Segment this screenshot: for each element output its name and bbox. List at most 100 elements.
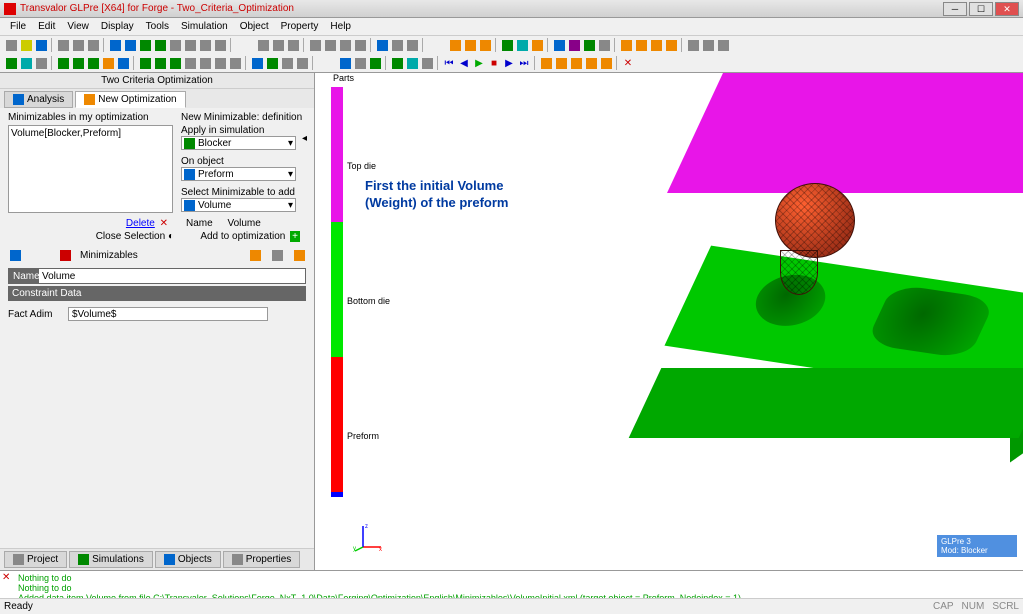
tab-objects[interactable]: Objects	[155, 551, 221, 568]
maximize-button[interactable]: ☐	[969, 2, 993, 16]
tb-pan-icon[interactable]	[405, 38, 419, 52]
tb-undo-icon[interactable]	[108, 38, 122, 52]
tb-view4-icon[interactable]	[353, 38, 367, 52]
tb-icon-r4[interactable]	[619, 38, 633, 52]
tb2-icon-1[interactable]	[4, 56, 18, 70]
list-item[interactable]: Volume[Blocker,Preform]	[11, 128, 170, 139]
name-input[interactable]	[39, 269, 305, 283]
menu-file[interactable]: File	[4, 21, 32, 32]
menu-view[interactable]: View	[61, 21, 95, 32]
tb-save-icon[interactable]	[34, 38, 48, 52]
close-selection-icon[interactable]: ◐	[168, 231, 174, 242]
tb-icon-r3[interactable]	[597, 38, 611, 52]
tb2-icon-9[interactable]	[138, 56, 152, 70]
delete-link[interactable]: Delete	[126, 218, 155, 229]
tb2-play-prev-icon[interactable]: ◀	[457, 56, 471, 70]
tb2-icon-8[interactable]	[116, 56, 130, 70]
tb2-axis-z-icon[interactable]	[569, 56, 583, 70]
panel-collapse-icon[interactable]: ◂	[302, 133, 312, 143]
strip-top-die[interactable]	[331, 87, 343, 222]
tb2-icon-20[interactable]	[338, 56, 352, 70]
tb-mesh3-icon[interactable]	[478, 38, 492, 52]
tb2-stop-icon[interactable]: ■	[487, 56, 501, 70]
tb-tool2-icon[interactable]	[515, 38, 529, 52]
tb-icon-r10[interactable]	[716, 38, 730, 52]
tb2-play-first-icon[interactable]: ⏮	[442, 56, 456, 70]
tb2-icon-2[interactable]	[19, 56, 33, 70]
tb2-icon-6[interactable]	[86, 56, 100, 70]
tb2-icon-23[interactable]	[390, 56, 404, 70]
strip-bottom-die[interactable]	[331, 222, 343, 357]
tab-simulations[interactable]: Simulations	[69, 551, 153, 568]
tb-icon-1b[interactable]	[153, 38, 167, 52]
tb-icon-r8[interactable]	[686, 38, 700, 52]
tb2-icon-24[interactable]	[405, 56, 419, 70]
tb-icon-r9[interactable]	[701, 38, 715, 52]
panel-icon-a[interactable]	[248, 248, 262, 262]
tb-view2-icon[interactable]	[323, 38, 337, 52]
tb-redo-icon[interactable]	[123, 38, 137, 52]
tb2-icon-5[interactable]	[71, 56, 85, 70]
menu-simulation[interactable]: Simulation	[175, 21, 234, 32]
tb2-icon-4[interactable]	[56, 56, 70, 70]
tab-analysis[interactable]: Analysis	[4, 91, 73, 108]
menu-edit[interactable]: Edit	[32, 21, 61, 32]
tb2-delete-icon[interactable]: ✕	[621, 56, 635, 70]
tb-view3-icon[interactable]	[338, 38, 352, 52]
tb-cut-icon[interactable]	[56, 38, 70, 52]
tb2-icon-19[interactable]	[295, 56, 309, 70]
tb-icon-r6[interactable]	[649, 38, 663, 52]
panel-icon-home[interactable]	[8, 248, 22, 262]
tb-copy-icon[interactable]	[71, 38, 85, 52]
tb-fit-icon[interactable]	[390, 38, 404, 52]
tb-icon-r1[interactable]	[567, 38, 581, 52]
menu-property[interactable]: Property	[275, 21, 325, 32]
menu-object[interactable]: Object	[234, 21, 275, 32]
on-object-combo[interactable]: Preform	[181, 167, 296, 181]
menu-tools[interactable]: Tools	[140, 21, 175, 32]
menu-help[interactable]: Help	[324, 21, 357, 32]
tb2-icon-25[interactable]	[420, 56, 434, 70]
tb-icon-r5[interactable]	[634, 38, 648, 52]
tb2-icon-13[interactable]	[198, 56, 212, 70]
tb-layout3-icon[interactable]	[286, 38, 300, 52]
tb-refresh-icon[interactable]	[552, 38, 566, 52]
tb2-icon-14[interactable]	[213, 56, 227, 70]
panel-icon-b[interactable]	[270, 248, 284, 262]
panel-minimizables-icon[interactable]	[58, 248, 72, 262]
tb2-axis-a-icon[interactable]	[584, 56, 598, 70]
tb-tool3-icon[interactable]	[530, 38, 544, 52]
minimizables-list[interactable]: Volume[Blocker,Preform]	[8, 125, 173, 213]
tb-icon-1a[interactable]	[138, 38, 152, 52]
tb2-icon-18[interactable]	[280, 56, 294, 70]
tb-icon-r2[interactable]	[582, 38, 596, 52]
tb2-icon-3[interactable]	[34, 56, 48, 70]
tb-tool1-icon[interactable]	[500, 38, 514, 52]
close-button[interactable]: ✕	[995, 2, 1019, 16]
tb-icon-1e[interactable]	[198, 38, 212, 52]
minimize-button[interactable]: ─	[943, 2, 967, 16]
delete-x-icon[interactable]: ✕	[160, 218, 168, 229]
tb-mesh2-icon[interactable]	[463, 38, 477, 52]
tb2-icon-17[interactable]	[265, 56, 279, 70]
fact-adim-input[interactable]	[68, 307, 268, 321]
tb2-play-next-icon[interactable]: ▶	[502, 56, 516, 70]
select-min-combo[interactable]: Volume	[181, 198, 296, 212]
tb-zoom-icon[interactable]	[375, 38, 389, 52]
tb2-axis-y-icon[interactable]	[554, 56, 568, 70]
apply-combo[interactable]: Blocker	[181, 136, 296, 150]
tb-icon-r7[interactable]	[664, 38, 678, 52]
tb-open-icon[interactable]	[19, 38, 33, 52]
tb2-icon-11[interactable]	[168, 56, 182, 70]
tb-layout1-icon[interactable]	[256, 38, 270, 52]
tb2-play-icon[interactable]: ▶	[472, 56, 486, 70]
tb2-icon-15[interactable]	[228, 56, 242, 70]
add-plus-icon[interactable]: +	[290, 231, 300, 242]
tb2-icon-16[interactable]	[250, 56, 264, 70]
tb2-icon-22[interactable]	[368, 56, 382, 70]
tb2-icon-21[interactable]	[353, 56, 367, 70]
tb2-axis-x-icon[interactable]	[539, 56, 553, 70]
tb2-icon-12[interactable]	[183, 56, 197, 70]
tb-icon-1f[interactable]	[213, 38, 227, 52]
tab-properties[interactable]: Properties	[223, 551, 301, 568]
